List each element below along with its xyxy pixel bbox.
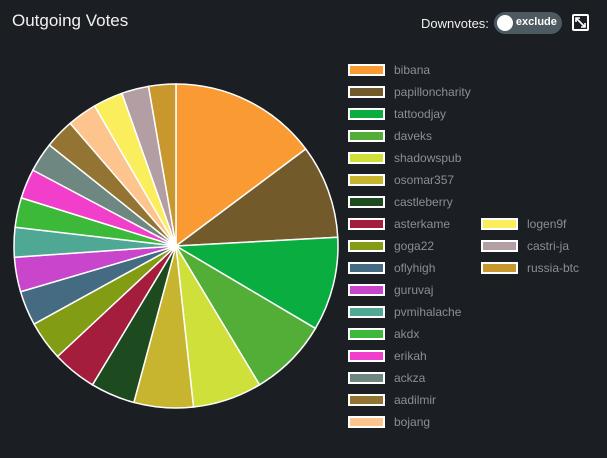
legend-item-ackza[interactable]: ackza xyxy=(348,371,425,385)
legend-swatch xyxy=(348,152,385,164)
legend-label: bojang xyxy=(394,415,431,429)
legend-label: ackza xyxy=(394,371,426,385)
legend-item-goga22[interactable]: goga22 xyxy=(348,239,434,253)
downvotes-control: Downvotes: exclude xyxy=(421,12,562,34)
legend-swatch xyxy=(348,284,385,296)
pie-slice-tattoodjay[interactable] xyxy=(173,236,339,330)
legend-swatch xyxy=(481,218,518,230)
legend-label: asterkame xyxy=(394,217,451,231)
legend-item-erikah[interactable]: erikah xyxy=(348,349,427,363)
legend-item-asterkame[interactable]: asterkame xyxy=(348,217,450,231)
legend-swatch xyxy=(348,240,385,252)
legend-swatch xyxy=(481,240,518,252)
legend-label: daveks xyxy=(394,129,433,143)
pie-slice-bibana[interactable] xyxy=(175,83,307,248)
legend-label: pvmihalache xyxy=(394,305,462,319)
legend-item-oflyhigh[interactable]: oflyhigh xyxy=(348,261,435,275)
legend-label: erikah xyxy=(394,349,427,363)
legend-item-russia-btc[interactable]: russia-btc xyxy=(481,261,579,275)
downvotes-label: Downvotes: xyxy=(421,15,489,31)
legend-swatch xyxy=(348,86,385,98)
legend-item-aadilmir[interactable]: aadilmir xyxy=(348,393,436,407)
legend-swatch xyxy=(348,350,385,362)
legend-label: papilloncharity xyxy=(394,85,471,99)
legend-swatch xyxy=(348,416,385,428)
legend-swatch xyxy=(348,64,385,76)
legend-label: russia-btc xyxy=(527,261,580,275)
legend-swatch xyxy=(348,372,385,384)
legend-label: osomar357 xyxy=(394,173,455,187)
legend-swatch xyxy=(481,262,518,274)
legend-label: tattoodjay xyxy=(394,107,447,121)
legend-item-papilloncharity[interactable]: papilloncharity xyxy=(348,85,471,99)
legend-item-guruvaj[interactable]: guruvaj xyxy=(348,283,433,297)
legend-swatch xyxy=(348,262,385,274)
legend-swatch xyxy=(348,328,385,340)
legend-swatch xyxy=(348,196,385,208)
legend-label: logen9f xyxy=(527,217,567,231)
legend-swatch xyxy=(348,306,385,318)
legend-item-castri-ja[interactable]: castri-ja xyxy=(481,239,569,253)
legend-item-castleberry[interactable]: castleberry xyxy=(348,195,453,209)
legend-item-bojang[interactable]: bojang xyxy=(348,415,430,429)
legend-label: castri-ja xyxy=(527,239,570,253)
legend-item-osomar357[interactable]: osomar357 xyxy=(348,173,454,187)
legend-label: oflyhigh xyxy=(394,261,436,275)
legend-label: bibana xyxy=(394,63,431,77)
toggle-knob xyxy=(496,15,513,31)
legend-swatch xyxy=(348,174,385,186)
legend-label: goga22 xyxy=(394,239,435,253)
legend-label: castleberry xyxy=(394,195,453,209)
legend-label: aadilmir xyxy=(394,393,437,407)
legend-item-tattoodjay[interactable]: tattoodjay xyxy=(348,107,446,121)
legend-item-shadowspub[interactable]: shadowspub xyxy=(348,151,461,165)
legend-item-bibana[interactable]: bibana xyxy=(348,63,430,77)
expand-icon[interactable] xyxy=(572,14,589,31)
legend-label: akdx xyxy=(394,327,420,341)
pie-slice-papilloncharity[interactable] xyxy=(173,147,339,247)
legend-label: guruvaj xyxy=(394,283,434,297)
legend-swatch xyxy=(348,108,385,120)
legend-item-logen9f[interactable]: logen9f xyxy=(481,217,566,231)
legend-label: shadowspub xyxy=(394,151,462,165)
downvotes-toggle[interactable]: exclude xyxy=(493,12,562,34)
pie-slice-russia-btc[interactable] xyxy=(147,83,177,247)
legend-item-daveks[interactable]: daveks xyxy=(348,129,432,143)
chart-title: Outgoing Votes xyxy=(12,11,129,30)
legend-item-akdx[interactable]: akdx xyxy=(348,327,419,341)
legend-item-pvmihalache[interactable]: pvmihalache xyxy=(348,305,461,319)
legend-swatch xyxy=(348,394,385,406)
legend-swatch xyxy=(348,130,385,142)
toggle-value: exclude xyxy=(515,16,557,28)
legend-swatch xyxy=(348,218,385,230)
